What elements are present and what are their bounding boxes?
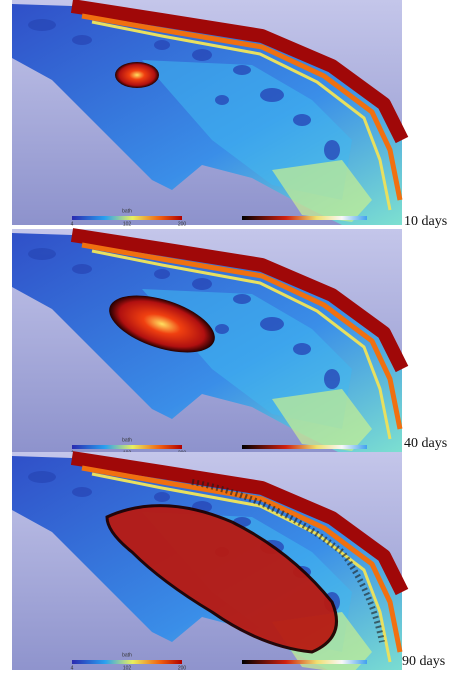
plume (105, 504, 338, 654)
colorbar-tick: 200 (178, 665, 187, 670)
colorbar (72, 216, 182, 220)
colorbar (72, 445, 182, 449)
plume (109, 295, 215, 353)
panel-label: 10 days (404, 214, 447, 229)
colorbar-tick: 4 (71, 221, 74, 227)
panel: bath 4 102 200 (12, 229, 402, 456)
panel: bath 4 102 200 (12, 452, 402, 670)
colorbar (72, 660, 182, 664)
colorbar-title: bath (122, 208, 132, 214)
colorbar-tick: 102 (123, 665, 132, 670)
colorbar (242, 445, 367, 449)
colorbar-tick: 200 (178, 221, 187, 227)
plume-edge (191, 479, 385, 643)
panel-label: 90 days (402, 654, 445, 669)
colorbar-tick: 4 (71, 665, 74, 670)
panel: bath 4 102 200 (12, 0, 402, 227)
colorbar (242, 216, 367, 220)
map (12, 0, 402, 225)
colorbar-tick: 102 (123, 221, 132, 227)
panel-label: 40 days (404, 436, 447, 451)
colorbar-title: bath (122, 652, 132, 658)
colorbar (242, 660, 367, 664)
plume (115, 62, 159, 88)
colorbar-title: bath (122, 437, 132, 443)
